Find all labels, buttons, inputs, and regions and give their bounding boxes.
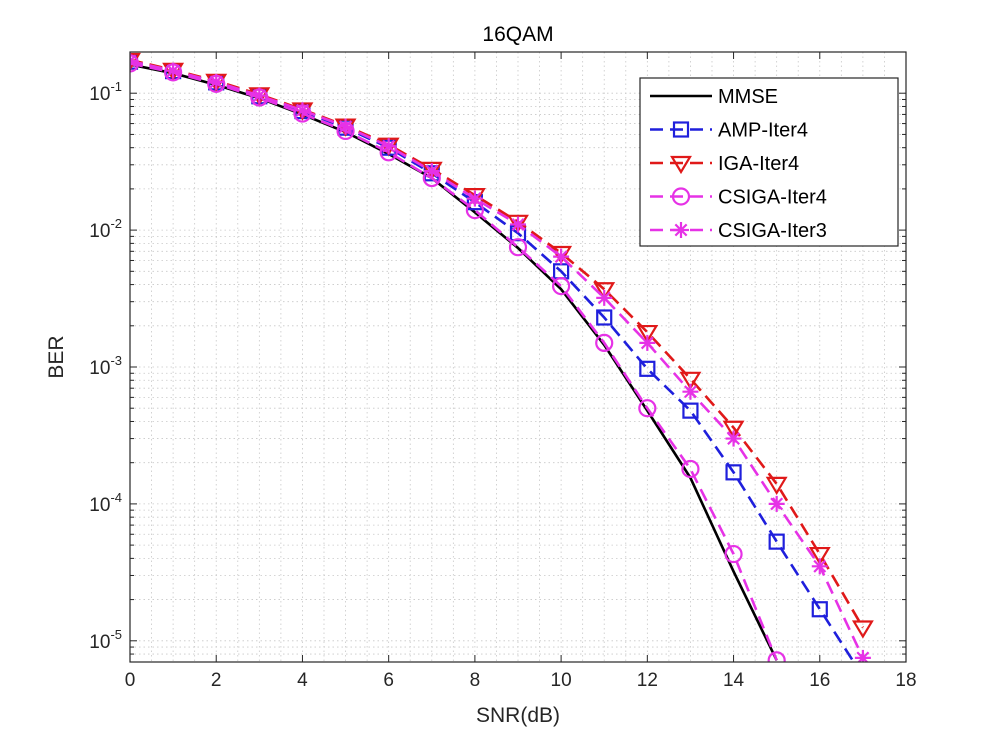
series-line <box>130 62 778 661</box>
data-point <box>811 558 828 575</box>
data-point <box>595 333 614 352</box>
legend: MMSE AMP-Iter4 IGA-Iter4 CSIGA-Iter4 CSIGA-I… <box>639 77 899 247</box>
legend-marker <box>672 121 690 138</box>
plot-border <box>129 51 907 663</box>
data-point <box>768 533 785 550</box>
y-tick-label: 10-1 <box>89 79 122 105</box>
data-point <box>550 245 573 265</box>
data-point <box>510 216 526 233</box>
data-point <box>725 430 742 447</box>
legend-marker <box>673 222 689 238</box>
data-point <box>851 620 874 639</box>
x-tick-label: 18 <box>895 670 916 691</box>
data-point <box>251 87 268 104</box>
legend-entry: CSIGA-Iter4 <box>650 187 827 209</box>
y-tick-label: 10-5 <box>89 627 122 653</box>
data-point <box>636 324 659 344</box>
grid <box>130 52 906 662</box>
data-point <box>466 190 483 207</box>
x-tick-label: 0 <box>125 670 136 691</box>
data-point <box>722 420 745 439</box>
x-tick-label: 16 <box>809 670 830 691</box>
data-point <box>768 495 785 512</box>
data-point <box>679 371 702 390</box>
data-point <box>208 73 225 90</box>
y-tick-label: 10-4 <box>89 490 122 516</box>
x-tick-label: 6 <box>383 670 394 691</box>
data-point <box>507 214 529 233</box>
data-point <box>682 402 699 419</box>
legend-label: CSIGA-Iter4 <box>718 187 827 209</box>
data-point <box>681 459 700 479</box>
data-point <box>294 102 311 119</box>
data-point <box>553 248 570 265</box>
data-point <box>811 601 828 618</box>
data-point <box>639 360 656 377</box>
x-tick-label: 2 <box>211 670 222 691</box>
x-tick-labels: 0 2 4 6 8 10 12 14 16 18 <box>125 670 917 691</box>
legend-label: CSIGA-Iter3 <box>718 220 827 242</box>
data-point <box>638 399 657 418</box>
data-point <box>552 276 571 296</box>
data-point <box>596 289 613 306</box>
x-tick-label: 14 <box>723 670 745 691</box>
x-tick-label: 8 <box>470 670 481 691</box>
data-point <box>423 163 440 180</box>
data-point <box>337 118 354 135</box>
chart-title: 16QAM <box>482 23 553 46</box>
legend-label: MMSE <box>718 86 778 108</box>
series-csiga-iter4 <box>130 54 786 662</box>
legend-marker <box>671 187 691 206</box>
legend-entry: IGA-Iter4 <box>650 153 799 175</box>
legend-entry: CSIGA-Iter3 <box>650 220 827 242</box>
y-axis-label: BER <box>45 335 68 378</box>
data-point <box>593 282 616 301</box>
data-point <box>639 334 656 351</box>
legend-marker <box>670 155 692 175</box>
data-point <box>808 546 831 566</box>
series-csiga-iter3 <box>130 52 871 662</box>
y-tick-label: 10-2 <box>89 216 122 242</box>
legend-entry: AMP-Iter4 <box>650 120 808 142</box>
series-layer <box>130 52 874 662</box>
axis-ticks <box>129 52 907 662</box>
series-line <box>130 59 865 659</box>
x-tick-label: 12 <box>637 670 658 691</box>
data-point <box>682 383 699 400</box>
x-axis-label: SNR(dB) <box>476 704 560 727</box>
data-point <box>596 309 613 326</box>
x-tick-label: 10 <box>551 670 572 691</box>
legend-entry: MMSE <box>650 86 778 108</box>
y-tick-label: 10-3 <box>89 353 122 379</box>
data-point <box>725 464 742 481</box>
data-point <box>767 651 786 662</box>
legend-label: AMP-Iter4 <box>718 120 808 142</box>
data-point <box>765 476 788 496</box>
data-point <box>165 62 182 79</box>
x-tick-label: 4 <box>297 670 308 691</box>
data-point <box>380 138 397 155</box>
y-tick-labels: 10-1 10-2 10-3 10-4 10-5 <box>89 79 122 653</box>
legend-label: IGA-Iter4 <box>718 153 799 175</box>
data-point <box>724 544 743 564</box>
data-point <box>508 238 528 257</box>
